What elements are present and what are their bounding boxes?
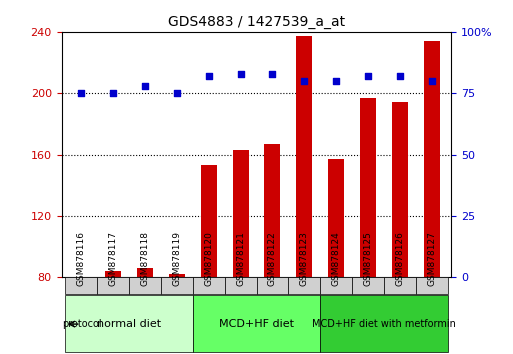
FancyBboxPatch shape (416, 277, 448, 294)
Point (300, 78, 308, 84)
FancyBboxPatch shape (225, 277, 256, 294)
Text: GSM878125: GSM878125 (364, 231, 373, 286)
Text: GSM878122: GSM878122 (268, 231, 277, 286)
Bar (328, 159, 344, 277)
Point (141, 83, 149, 89)
Text: GSM878123: GSM878123 (300, 231, 309, 286)
Point (109, 90, 117, 96)
Point (172, 90, 181, 96)
Bar (297, 36, 312, 277)
Point (236, 71, 245, 76)
Point (76, 90, 85, 96)
FancyBboxPatch shape (352, 277, 384, 294)
Point (396, 73, 404, 79)
Text: GSM878126: GSM878126 (396, 231, 405, 286)
Bar (424, 41, 440, 277)
FancyBboxPatch shape (65, 295, 192, 353)
FancyBboxPatch shape (65, 277, 97, 294)
Bar (360, 98, 377, 277)
Text: GSM878118: GSM878118 (140, 231, 149, 286)
Bar (265, 144, 281, 277)
FancyBboxPatch shape (97, 277, 129, 294)
Title: GDS4883 / 1427539_a_at: GDS4883 / 1427539_a_at (168, 16, 345, 29)
Text: GSM878120: GSM878120 (204, 231, 213, 286)
Bar (105, 271, 121, 277)
Text: GSM878121: GSM878121 (236, 231, 245, 286)
FancyBboxPatch shape (192, 277, 225, 294)
FancyBboxPatch shape (192, 295, 321, 353)
FancyBboxPatch shape (321, 277, 352, 294)
Text: GSM878124: GSM878124 (332, 231, 341, 286)
FancyBboxPatch shape (129, 277, 161, 294)
Text: normal diet: normal diet (96, 319, 161, 329)
FancyBboxPatch shape (288, 277, 321, 294)
FancyBboxPatch shape (256, 277, 288, 294)
Text: GSM878119: GSM878119 (172, 231, 181, 286)
Text: GSM878117: GSM878117 (108, 231, 117, 286)
Text: GSM878116: GSM878116 (76, 231, 85, 286)
Bar (201, 165, 216, 277)
FancyBboxPatch shape (161, 277, 192, 294)
Point (205, 73, 213, 79)
FancyBboxPatch shape (384, 277, 416, 294)
Point (268, 71, 277, 76)
Point (332, 78, 341, 84)
Text: protocol: protocol (62, 319, 102, 329)
Point (364, 73, 372, 79)
Bar (232, 150, 248, 277)
Bar (392, 102, 408, 277)
Bar (169, 274, 185, 277)
Text: GSM878127: GSM878127 (428, 231, 437, 286)
Text: MCD+HF diet: MCD+HF diet (219, 319, 294, 329)
FancyBboxPatch shape (321, 295, 448, 353)
Text: MCD+HF diet with metformin: MCD+HF diet with metformin (312, 319, 456, 329)
Point (428, 78, 437, 84)
Bar (136, 268, 153, 277)
